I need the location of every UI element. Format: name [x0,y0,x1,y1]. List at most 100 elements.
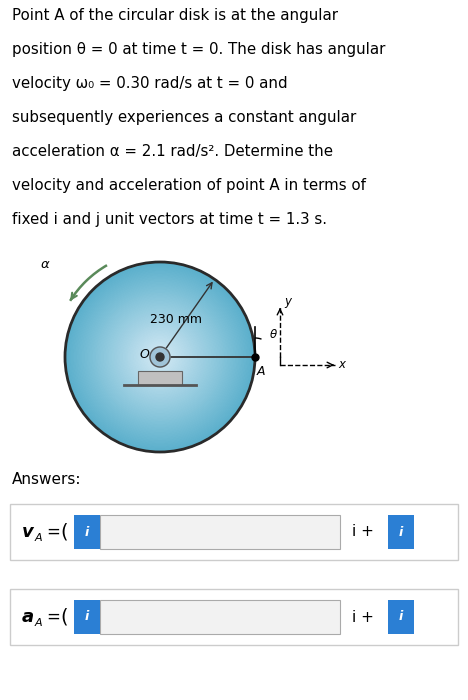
Circle shape [127,323,193,391]
Text: i +: i + [352,524,374,540]
Circle shape [111,308,209,406]
Circle shape [74,272,246,442]
Circle shape [150,347,170,367]
Text: fixed i and j unit vectors at time t = 1.3 s.: fixed i and j unit vectors at time t = 1… [12,211,327,227]
Circle shape [154,351,166,363]
Circle shape [116,313,205,401]
Circle shape [122,319,198,395]
Circle shape [94,290,227,424]
Circle shape [98,295,222,419]
Circle shape [151,347,169,367]
Circle shape [76,273,244,441]
Circle shape [147,344,173,370]
Circle shape [65,262,255,452]
Circle shape [110,307,211,407]
Text: Point A of the circular disk is at the angular: Point A of the circular disk is at the a… [12,8,338,23]
Circle shape [112,309,207,405]
Circle shape [114,311,206,403]
Text: y: y [284,295,291,307]
FancyBboxPatch shape [10,589,458,645]
Circle shape [119,316,201,398]
FancyBboxPatch shape [388,515,414,549]
Circle shape [103,300,217,414]
Circle shape [120,317,199,397]
Circle shape [70,267,250,447]
Circle shape [102,298,219,416]
Circle shape [124,321,197,393]
Circle shape [156,353,164,361]
Circle shape [106,303,214,411]
Text: θ: θ [270,328,277,342]
Circle shape [92,289,228,425]
FancyBboxPatch shape [388,600,414,634]
Text: velocity ω₀ = 0.30 rad/s at t = 0 and: velocity ω₀ = 0.30 rad/s at t = 0 and [12,76,288,91]
Circle shape [108,304,212,410]
Circle shape [144,341,176,373]
Circle shape [82,279,238,435]
Text: A: A [257,365,265,378]
Text: O: O [139,347,149,360]
Text: x: x [338,358,345,372]
Circle shape [135,332,185,382]
Circle shape [95,292,225,422]
Bar [138,371,182,385]
Text: i: i [85,526,89,538]
Circle shape [104,302,215,412]
Text: v: v [22,523,34,541]
Circle shape [78,274,242,440]
Circle shape [87,284,233,430]
Circle shape [130,327,190,387]
Text: =: = [46,523,60,541]
Text: (: ( [60,608,67,626]
Circle shape [157,354,163,360]
FancyBboxPatch shape [74,515,100,549]
Circle shape [149,346,171,368]
Circle shape [84,281,236,433]
Text: A: A [35,618,43,628]
Text: subsequently experiences a constant angular: subsequently experiences a constant angu… [12,110,356,125]
Circle shape [158,356,161,358]
Circle shape [73,270,247,444]
FancyBboxPatch shape [100,515,340,549]
Circle shape [155,352,165,362]
Circle shape [81,278,239,436]
Circle shape [133,330,187,384]
Circle shape [97,294,223,420]
Circle shape [141,338,179,376]
Circle shape [89,286,231,428]
Text: α: α [41,258,50,270]
Text: (: ( [60,522,67,542]
Circle shape [143,340,177,374]
FancyBboxPatch shape [10,504,458,560]
Text: =: = [46,608,60,626]
Circle shape [152,349,168,365]
Text: i: i [399,526,403,538]
Text: 230 mm: 230 mm [150,313,202,326]
Circle shape [128,326,192,388]
Text: acceleration α = 2.1 rad/s². Determine the: acceleration α = 2.1 rad/s². Determine t… [12,144,333,159]
Text: velocity and acceleration of point A in terms of: velocity and acceleration of point A in … [12,178,366,193]
Text: i: i [85,610,89,624]
Circle shape [117,314,203,400]
Circle shape [146,343,174,371]
Circle shape [86,283,234,431]
Text: i +: i + [352,610,374,624]
Circle shape [136,333,184,381]
Circle shape [138,335,182,379]
Circle shape [66,264,253,450]
Circle shape [90,287,230,427]
Text: A: A [35,533,43,543]
Circle shape [139,337,181,377]
Circle shape [100,297,220,417]
Text: position θ = 0 at time t = 0. The disk has angular: position θ = 0 at time t = 0. The disk h… [12,42,385,57]
FancyBboxPatch shape [74,600,100,634]
Text: Answers:: Answers: [12,472,81,487]
Circle shape [68,265,252,449]
FancyBboxPatch shape [100,600,340,634]
Text: a: a [22,608,34,626]
Text: i: i [399,610,403,624]
Circle shape [79,276,241,438]
Circle shape [71,268,249,446]
Circle shape [132,328,189,386]
Circle shape [125,322,195,392]
